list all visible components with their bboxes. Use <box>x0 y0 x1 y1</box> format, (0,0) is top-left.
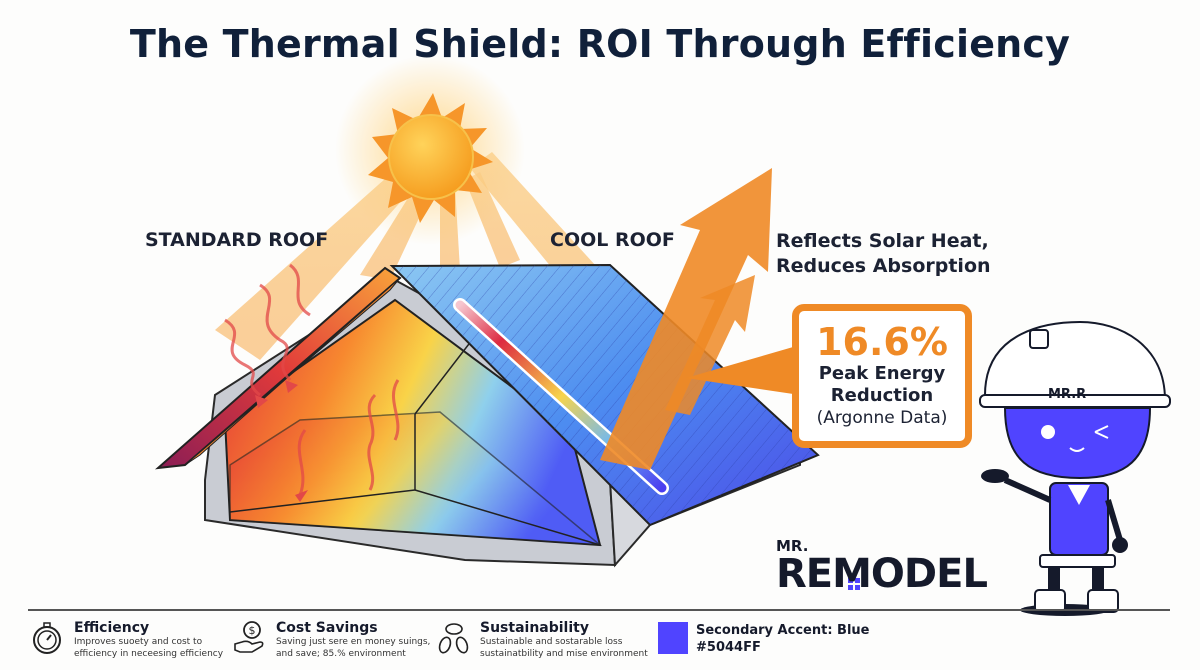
callout-line-1: Peak Energy <box>818 363 946 384</box>
page-title: The Thermal Shield: ROI Through Efficien… <box>129 22 1071 66</box>
reflect-caption: Reflects Solar Heat, Reduces Absorption <box>776 229 991 279</box>
logo-remodel: REMODEL <box>776 551 988 597</box>
callout-value: 16.6% <box>816 320 948 364</box>
brand-logo: MR. REMODEL <box>776 537 988 597</box>
feature-desc-2: sustainatbility and mise environment <box>480 649 648 659</box>
footer-divider <box>28 609 1170 611</box>
feature-desc-1: Improves suoety and cost to <box>74 637 203 647</box>
blue-swatch <box>658 622 688 654</box>
logo-mr: MR. <box>776 537 809 555</box>
feature-sustainability: Sustainability Sustainable and sostarabl… <box>436 620 648 660</box>
feature-efficiency: Efficiency Improves suoety and cost to e… <box>30 620 223 660</box>
standard-roof-label: STANDARD ROOF <box>145 229 329 251</box>
feature-title: Cost Savings <box>276 620 378 636</box>
stopwatch-icon <box>33 622 61 654</box>
callout-source: (Argonne Data) <box>816 408 948 428</box>
feature-cost-savings: $ Cost Savings Saving just sere en money… <box>232 620 430 660</box>
sun-icon <box>368 93 493 223</box>
energy-reduction-callout: 16.6% Peak Energy Reduction (Argonne Dat… <box>792 304 972 448</box>
svg-text:$: $ <box>249 624 256 637</box>
heat-arrows-icon <box>224 263 400 496</box>
feature-title: Efficiency <box>74 620 150 636</box>
robot-mascot <box>979 320 1171 616</box>
feature-desc-1: Sustainable and sostarable loss <box>480 637 623 647</box>
callout-line-2: Reduction <box>830 385 934 406</box>
feature-desc-2: and save; 85.% environment <box>276 649 406 659</box>
feature-desc-2: efficiency in neceesing efficiency <box>74 649 224 659</box>
feature-desc-1: Saving just sere en money suings, <box>276 637 431 647</box>
recycle-leaf-icon <box>438 623 469 654</box>
reflect-line-2: Reduces Absorption <box>776 255 991 277</box>
swatch-label: Secondary Accent: Blue <box>696 623 870 638</box>
feature-title: Sustainability <box>480 620 589 636</box>
reflect-line-1: Reflects Solar Heat, <box>776 230 989 252</box>
color-swatch-legend: Secondary Accent: Blue #5044FF <box>658 622 869 656</box>
helmet-text: MR.R <box>1048 387 1086 402</box>
hand-coin-icon: $ <box>234 621 264 653</box>
swatch-hex: #5044FF <box>696 640 761 655</box>
cool-roof-label: COOL ROOF <box>550 229 675 251</box>
